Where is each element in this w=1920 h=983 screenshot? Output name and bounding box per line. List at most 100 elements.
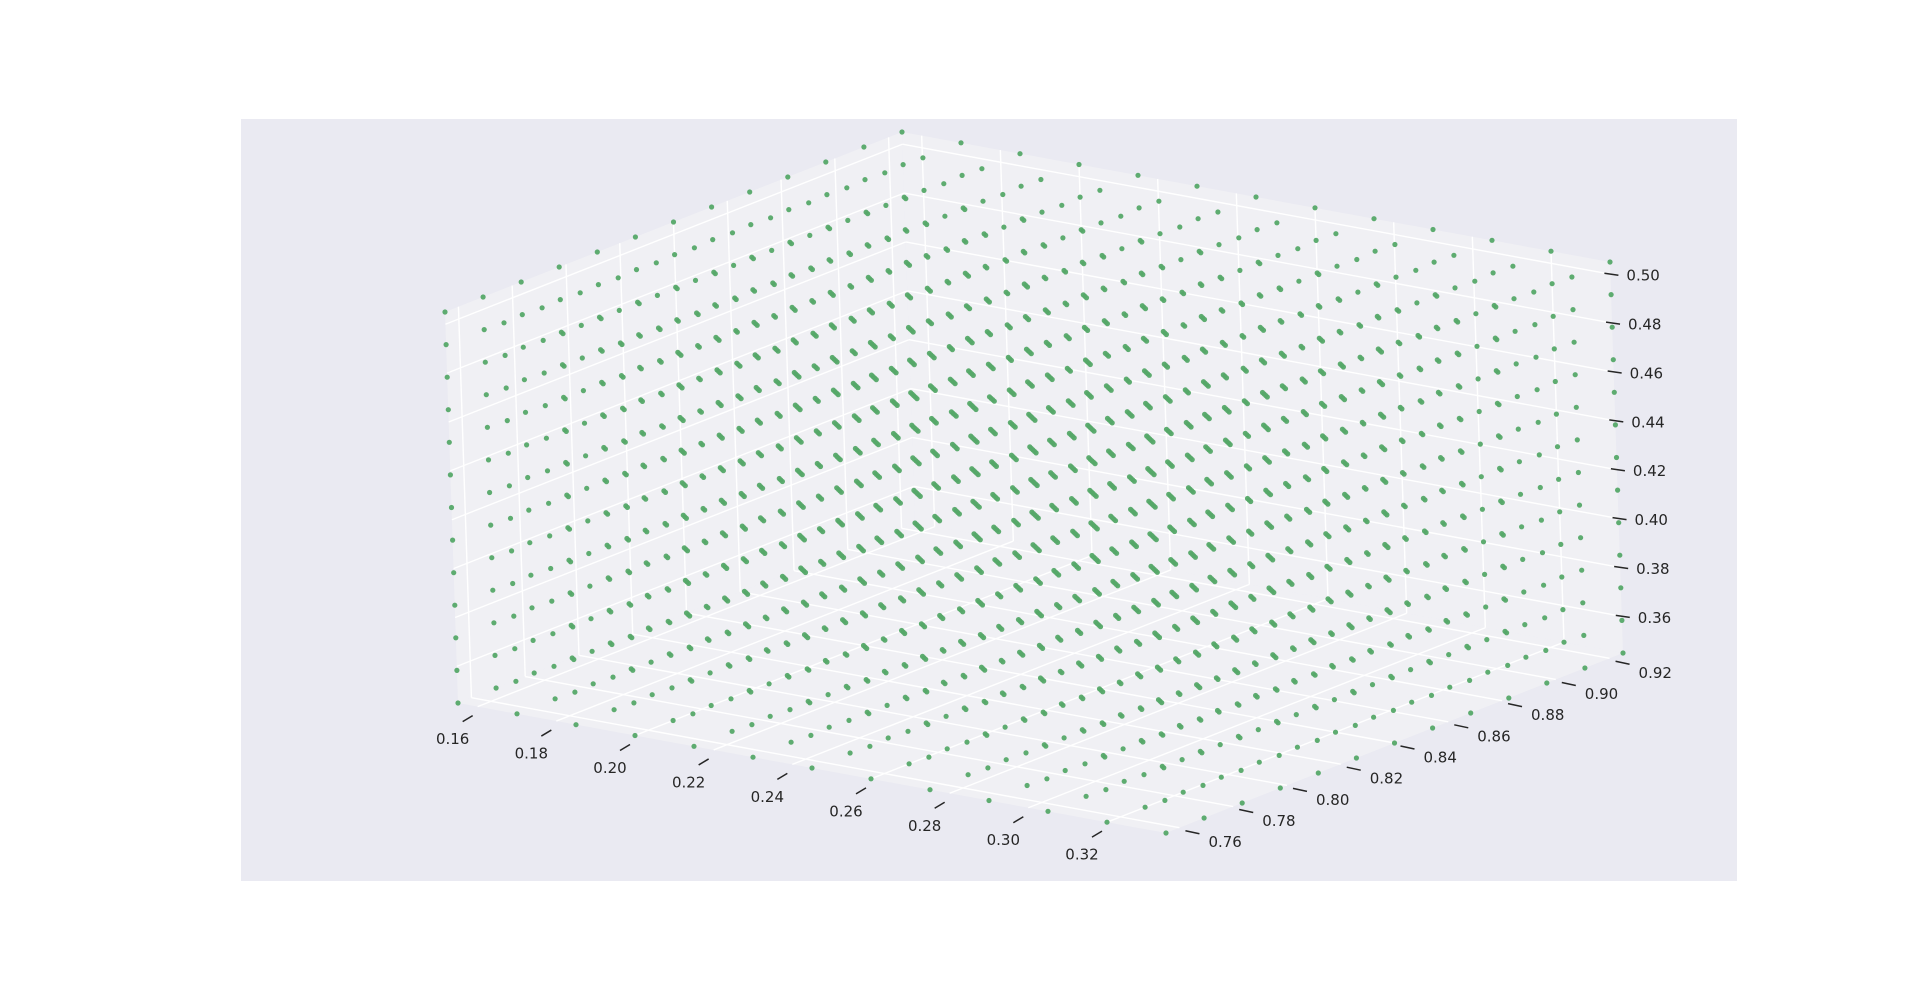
scatter-point — [1296, 278, 1302, 284]
scatter-point — [802, 569, 809, 576]
scatter-point — [1180, 789, 1186, 795]
scatter-point — [557, 297, 563, 303]
scatter-point — [863, 613, 869, 619]
scatter-point — [1239, 800, 1245, 806]
scatter-point — [1159, 700, 1165, 706]
scatter-point — [690, 711, 696, 717]
scatter-point — [443, 342, 449, 348]
scatter-point — [919, 559, 926, 565]
scatter-point — [672, 252, 678, 258]
scatter-point — [1015, 522, 1022, 528]
z-tick-mark — [1615, 614, 1630, 619]
scatter-point — [1542, 615, 1548, 621]
scatter-point — [835, 392, 841, 398]
scatter-point — [1244, 401, 1250, 407]
scatter-point — [1094, 526, 1100, 532]
scatter-point — [924, 221, 930, 228]
scatter-point — [706, 637, 712, 643]
scatter-point — [933, 420, 939, 426]
scatter-point — [452, 602, 458, 608]
x-tick-label: 0.32 — [1065, 846, 1098, 864]
scatter-point — [657, 326, 663, 333]
scatter-point — [1240, 301, 1246, 308]
scatter-point — [1018, 183, 1024, 189]
scatter-point — [1120, 746, 1126, 752]
scatter-point — [1138, 674, 1144, 680]
scatter-point — [1080, 228, 1086, 234]
scatter-point — [921, 187, 927, 193]
scatter-point — [807, 700, 813, 706]
scatter-point — [1212, 579, 1218, 585]
scatter-point — [1201, 316, 1208, 323]
scatter-point — [727, 663, 733, 669]
y-grid-line — [793, 569, 1503, 702]
scatter-point — [1382, 447, 1388, 453]
scatter-point — [1181, 291, 1187, 297]
scatter-point — [887, 269, 893, 275]
y-tick-label: 0.82 — [1370, 770, 1403, 788]
scatter-point — [619, 341, 625, 348]
y-grid-line — [834, 158, 849, 550]
x-tick-mark — [462, 714, 474, 723]
scatter-point — [925, 721, 931, 728]
scatter-point — [1460, 482, 1466, 488]
scatter-point — [1347, 559, 1353, 566]
z-grid-line — [448, 241, 906, 423]
scatter-point — [1620, 650, 1626, 656]
scatter-point — [526, 507, 532, 513]
scatter-point — [939, 583, 945, 589]
x-tick-mark — [1091, 830, 1103, 838]
scatter-point — [1473, 311, 1479, 317]
scatter-point — [793, 340, 799, 346]
scatter-point — [1045, 808, 1051, 814]
scatter-point — [1104, 321, 1110, 327]
scatter-point — [916, 461, 922, 467]
scatter-point — [1199, 750, 1205, 756]
scatter-point — [799, 472, 805, 478]
scatter-point — [1522, 622, 1528, 628]
scatter-point — [1496, 402, 1502, 408]
scatter-point — [807, 232, 813, 238]
scatter-point — [998, 594, 1004, 600]
scatter-point — [1019, 620, 1025, 626]
scatter-point — [682, 483, 688, 489]
scatter-point — [1132, 511, 1138, 517]
scatter-point — [937, 518, 943, 524]
scatter-point — [902, 630, 908, 637]
scatter-point — [1276, 752, 1282, 759]
scatter-point — [522, 409, 529, 415]
scatter-point — [755, 355, 761, 361]
scatter-point — [1150, 439, 1156, 445]
scatter-point — [1537, 484, 1543, 491]
y-grid-line — [780, 179, 795, 571]
scatter-point — [932, 387, 938, 393]
scatter-point — [821, 561, 827, 567]
x-grid-line — [1392, 222, 1408, 614]
scatter-point — [1195, 619, 1201, 626]
scatter-point — [1307, 509, 1313, 515]
scatter-point — [1371, 216, 1377, 222]
scatter-point — [868, 776, 874, 782]
scatter-point — [906, 761, 912, 767]
scatter-point — [1288, 549, 1294, 555]
scatter-point — [1330, 664, 1336, 670]
scatter-point — [809, 266, 816, 273]
scatter-point — [698, 409, 705, 415]
scatter-point — [548, 565, 554, 572]
scatter-point — [872, 344, 878, 350]
scatter-point — [1328, 599, 1334, 605]
scatter-point — [1021, 685, 1027, 691]
scatter-point — [1559, 574, 1565, 580]
scatter-point — [1360, 388, 1366, 394]
scatter-point — [1434, 293, 1440, 299]
scatter-point — [1156, 634, 1163, 641]
scatter-point — [1421, 464, 1427, 470]
scatter-point — [507, 515, 514, 521]
scatter-point — [1097, 624, 1104, 630]
scatter-point — [1256, 759, 1262, 765]
scatter-point — [1516, 459, 1522, 465]
scatter-point — [776, 381, 782, 387]
scatter-point — [1074, 533, 1080, 539]
scatter-point — [814, 366, 820, 372]
scatter-point — [1059, 202, 1065, 208]
